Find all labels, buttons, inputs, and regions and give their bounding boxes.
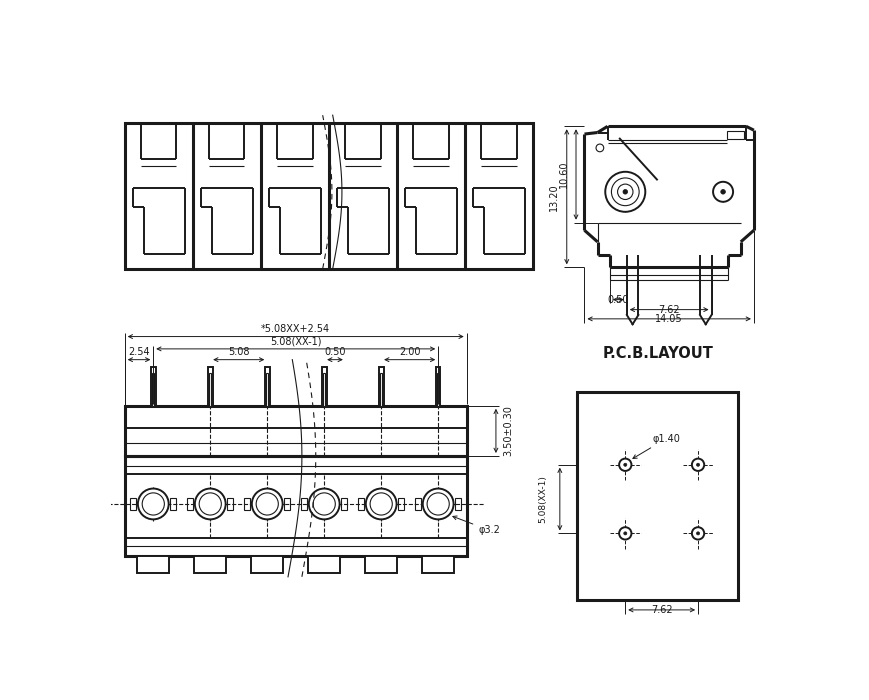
Text: 5.08(XX-1): 5.08(XX-1) (538, 475, 547, 523)
Circle shape (422, 489, 453, 519)
Text: P.C.B.LAYOUT: P.C.B.LAYOUT (601, 346, 713, 361)
Text: 7.62: 7.62 (650, 606, 672, 615)
Bar (124, 122, 533, 269)
Text: *5.08XX+2.54: *5.08XX+2.54 (261, 324, 330, 335)
Bar (421, 556, 454, 573)
Text: φ1.40: φ1.40 (632, 434, 680, 458)
Text: φ3.2: φ3.2 (453, 516, 500, 536)
Circle shape (691, 458, 703, 471)
Circle shape (619, 527, 631, 540)
Bar (454, 498, 461, 510)
Text: 13.20: 13.20 (549, 183, 559, 211)
Circle shape (595, 144, 603, 152)
Circle shape (142, 493, 164, 515)
Bar (124, 456, 466, 556)
Bar (194, 556, 226, 573)
Circle shape (622, 190, 627, 194)
Text: 5.08(XX-1): 5.08(XX-1) (269, 337, 322, 346)
Circle shape (251, 489, 282, 519)
Bar (244, 498, 250, 510)
Bar (435, 368, 440, 406)
Bar (380, 373, 381, 406)
Bar (209, 373, 211, 406)
Circle shape (195, 489, 225, 519)
Text: 0.50: 0.50 (607, 295, 628, 305)
Circle shape (617, 184, 633, 199)
Bar (341, 498, 347, 510)
Bar (436, 373, 439, 406)
Bar (398, 498, 404, 510)
Bar (322, 368, 326, 406)
Bar (284, 498, 290, 510)
Bar (137, 556, 169, 573)
Text: 14.05: 14.05 (654, 314, 682, 324)
Circle shape (720, 190, 725, 194)
Text: 2.54: 2.54 (128, 347, 149, 357)
Circle shape (605, 172, 645, 212)
Circle shape (308, 489, 339, 519)
Text: 5.08: 5.08 (228, 347, 249, 357)
Circle shape (137, 489, 169, 519)
Circle shape (365, 489, 396, 519)
Bar (308, 556, 340, 573)
Bar (124, 406, 466, 456)
Text: 7.62: 7.62 (658, 305, 680, 315)
Bar (170, 498, 176, 510)
Bar (379, 368, 383, 406)
Bar (576, 392, 738, 600)
Bar (415, 498, 421, 510)
Circle shape (199, 493, 221, 515)
Circle shape (691, 527, 703, 540)
Circle shape (369, 493, 392, 515)
Bar (208, 368, 212, 406)
Circle shape (623, 532, 626, 535)
Circle shape (713, 182, 733, 202)
Circle shape (313, 493, 335, 515)
Circle shape (623, 463, 626, 466)
Bar (726, 131, 743, 139)
Circle shape (611, 178, 639, 206)
Bar (151, 368, 156, 406)
Bar (358, 498, 364, 510)
Bar (187, 498, 193, 510)
Bar (265, 368, 269, 406)
Bar (130, 498, 136, 510)
Circle shape (427, 493, 448, 515)
Circle shape (696, 463, 699, 466)
Text: 3.50±0.30: 3.50±0.30 (502, 405, 513, 456)
Bar (301, 498, 307, 510)
Circle shape (619, 458, 631, 471)
Text: 10.60: 10.60 (558, 161, 568, 188)
Text: 2.00: 2.00 (399, 347, 420, 357)
Bar (227, 498, 233, 510)
Circle shape (255, 493, 278, 515)
Text: 0.50: 0.50 (324, 347, 345, 357)
Bar (251, 556, 283, 573)
Bar (266, 373, 268, 406)
Bar (365, 556, 397, 573)
Bar (322, 373, 325, 406)
Bar (152, 373, 155, 406)
Circle shape (696, 532, 699, 535)
